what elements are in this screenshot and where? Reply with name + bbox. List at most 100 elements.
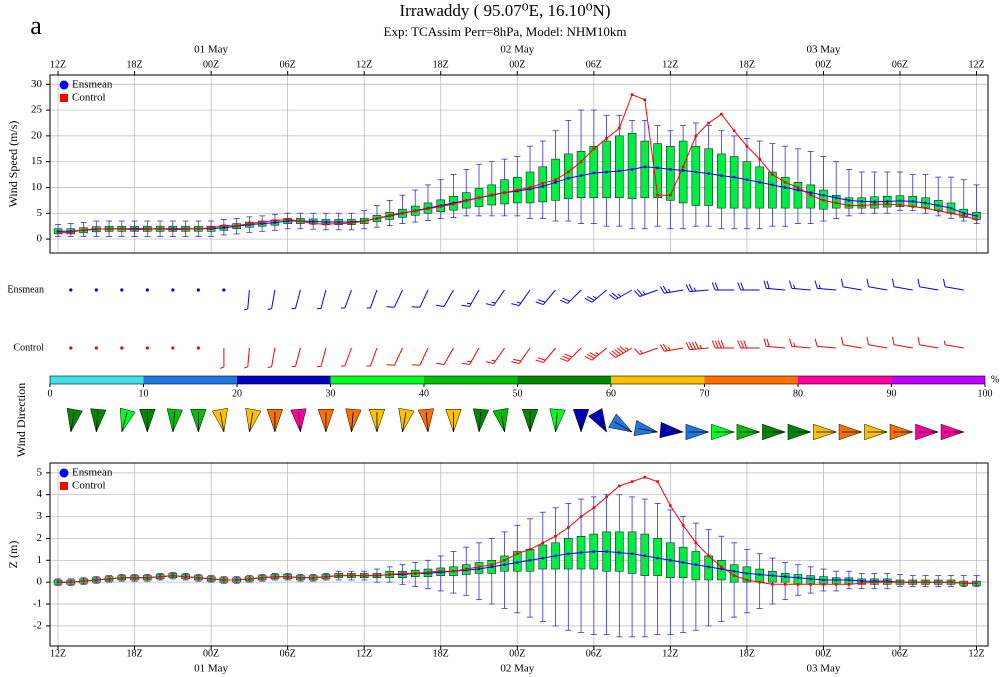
rose-wedge bbox=[472, 408, 490, 433]
barb-flag bbox=[711, 340, 716, 349]
series-marker bbox=[669, 193, 672, 197]
barb-flag bbox=[634, 348, 641, 355]
barb-staff bbox=[443, 347, 454, 365]
colorbar-segment bbox=[50, 376, 144, 384]
subtitle: Exp: TCAssim Perr=8hPa, Model: NHM10km bbox=[384, 24, 627, 39]
x-tick-label: 00Z bbox=[509, 648, 525, 659]
series-marker bbox=[197, 227, 200, 231]
y-tick-label: 4 bbox=[37, 488, 43, 500]
series-marker bbox=[745, 572, 749, 575]
barb-staff bbox=[493, 347, 505, 364]
series-marker bbox=[771, 574, 774, 577]
barb-half bbox=[667, 346, 671, 351]
series-marker bbox=[337, 574, 340, 577]
series-marker bbox=[630, 480, 634, 483]
barb-flag bbox=[917, 336, 921, 345]
barb-staff bbox=[919, 344, 939, 349]
y-axis-label: Wind Speed (m/s) bbox=[6, 121, 20, 208]
series-marker bbox=[885, 580, 889, 584]
barb-flag bbox=[512, 358, 521, 362]
wind-barb bbox=[535, 289, 556, 306]
series-marker bbox=[413, 572, 417, 575]
series-marker bbox=[503, 563, 506, 567]
wind-barb bbox=[145, 288, 149, 292]
barb-half bbox=[693, 287, 697, 292]
barb-half bbox=[243, 308, 248, 311]
barb-staff bbox=[344, 347, 352, 367]
rose-arrow bbox=[220, 412, 225, 433]
series-marker bbox=[796, 188, 800, 192]
series-marker bbox=[273, 219, 277, 222]
series-marker bbox=[898, 203, 902, 207]
wind-barb bbox=[763, 280, 786, 291]
barb-flag bbox=[789, 338, 793, 347]
calm-dot bbox=[69, 288, 73, 292]
series-marker bbox=[477, 196, 481, 200]
colorbar-label: 90 bbox=[887, 388, 897, 399]
series-marker bbox=[439, 205, 443, 208]
barb-staff bbox=[615, 289, 633, 300]
series-marker bbox=[911, 580, 915, 584]
barb-staff bbox=[944, 286, 964, 291]
series-marker bbox=[949, 206, 953, 210]
series-marker bbox=[719, 174, 723, 178]
barb-flag bbox=[662, 285, 668, 294]
series-marker bbox=[694, 170, 698, 174]
rose-arrow bbox=[70, 412, 75, 433]
barb-staff bbox=[271, 289, 276, 309]
barb-flag bbox=[485, 361, 494, 365]
series-marker bbox=[975, 218, 978, 221]
rose-wedge bbox=[345, 408, 362, 433]
wind-barb bbox=[840, 336, 862, 349]
y-tick-label: 25 bbox=[31, 104, 43, 116]
calm-dot bbox=[145, 346, 149, 350]
barb-flag bbox=[691, 341, 697, 350]
wind-barb bbox=[814, 280, 837, 291]
rose-arrow bbox=[95, 412, 99, 433]
wind-barb bbox=[120, 288, 124, 292]
series-marker bbox=[834, 583, 838, 586]
y-tick-label: 10 bbox=[31, 181, 43, 193]
series-marker bbox=[681, 524, 685, 527]
y-tick-label: 5 bbox=[37, 207, 43, 219]
barb-staff bbox=[919, 286, 939, 291]
barb-staff bbox=[344, 289, 352, 309]
wind-barb bbox=[267, 289, 276, 310]
wind-barb bbox=[386, 347, 403, 366]
barb-flag bbox=[766, 338, 770, 347]
series-marker bbox=[668, 558, 672, 562]
colorbar-segment bbox=[704, 376, 798, 384]
barb-flag bbox=[694, 341, 700, 350]
barb-half bbox=[491, 301, 496, 304]
barb-half bbox=[219, 366, 225, 369]
barb-staff bbox=[369, 289, 378, 309]
box bbox=[793, 182, 803, 209]
barb-staff bbox=[689, 289, 709, 293]
series-marker bbox=[133, 228, 136, 232]
wind-barb bbox=[814, 338, 837, 349]
y-tick-label: 0 bbox=[37, 233, 43, 245]
calm-dot bbox=[69, 346, 73, 350]
wind-barb bbox=[943, 278, 964, 291]
legend-label: Ensmean bbox=[72, 79, 113, 91]
barb-staff bbox=[247, 289, 250, 309]
wind-barb bbox=[120, 346, 124, 350]
series-marker bbox=[720, 565, 723, 569]
series-marker bbox=[439, 569, 443, 573]
series-marker bbox=[464, 199, 468, 203]
rose-arrow bbox=[121, 412, 128, 433]
barb-flag bbox=[814, 338, 818, 347]
x-tick-label: 12Z bbox=[662, 59, 678, 70]
barb-flag bbox=[763, 338, 767, 347]
box bbox=[564, 153, 573, 200]
wind-barb bbox=[609, 346, 633, 358]
barb-staff bbox=[766, 345, 786, 349]
barb-flag bbox=[436, 362, 445, 365]
series-marker bbox=[630, 168, 634, 171]
x-tick-label: 18Z bbox=[127, 648, 143, 659]
barb-staff bbox=[893, 344, 913, 349]
barb-flag bbox=[688, 341, 694, 350]
box bbox=[704, 148, 713, 206]
series-marker bbox=[401, 572, 404, 575]
